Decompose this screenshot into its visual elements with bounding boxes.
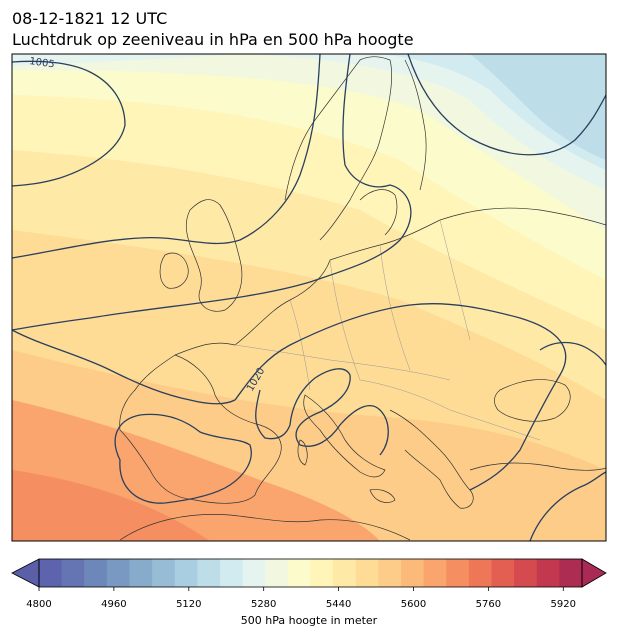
colorbar-extend-high xyxy=(581,558,607,588)
colorbar-tick-label: 5760 xyxy=(476,599,501,610)
colorbar-segment xyxy=(265,559,289,587)
colorbar-segment xyxy=(446,559,470,587)
colorbar-segment xyxy=(39,559,63,587)
colorbar-tick-label: 5440 xyxy=(326,599,351,610)
colorbar-tick-label: 5120 xyxy=(176,599,201,610)
colorbar-tick-label: 5600 xyxy=(401,599,426,610)
colorbar-segment xyxy=(61,559,85,587)
map-datetime: 08-12-1821 12 UTC xyxy=(12,9,168,28)
map-title: Luchtdruk op zeeniveau in hPa en 500 hPa… xyxy=(12,30,414,49)
colorbar-segment xyxy=(423,559,447,587)
colorbar-label: 500 hPa hoogte in meter xyxy=(240,614,378,627)
height-field xyxy=(12,54,606,541)
colorbar-segment xyxy=(355,559,379,587)
colorbar-segment xyxy=(310,559,334,587)
country-borders xyxy=(234,219,541,441)
colorbar-segment xyxy=(152,559,176,587)
colorbar-segment xyxy=(84,559,108,587)
map-frame xyxy=(11,53,607,542)
isobar-label-1005: 1005 xyxy=(29,56,56,70)
colorbar-segment xyxy=(536,559,560,587)
colorbar-segment xyxy=(401,559,425,587)
colorbar xyxy=(11,558,607,588)
colorbar-segment xyxy=(129,559,153,587)
colorbar-segment xyxy=(491,559,515,587)
colorbar-segment xyxy=(242,559,266,587)
coastlines xyxy=(119,56,606,541)
isobars xyxy=(12,54,606,541)
colorbar-tick-label: 5280 xyxy=(251,599,276,610)
colorbar-frame xyxy=(38,558,583,588)
colorbar-tick-label: 5920 xyxy=(551,599,576,610)
colorbar-extend-low xyxy=(11,558,40,588)
colorbar-segment xyxy=(468,559,492,587)
colorbar-segment xyxy=(287,559,311,587)
colorbar-segment xyxy=(220,559,244,587)
colorbar-tick-label: 4800 xyxy=(26,599,51,610)
colorbar-segment xyxy=(197,559,221,587)
colorbar-segment xyxy=(333,559,357,587)
colorbar-segment xyxy=(559,559,583,587)
colorbar-ticks: 4800 4960 5120 5280 5440 5600 5760 5920 xyxy=(26,587,576,610)
colorbar-tick-label: 4960 xyxy=(101,599,126,610)
colorbar-segment xyxy=(378,559,402,587)
colorbar-segment xyxy=(106,559,130,587)
colorbar-segment xyxy=(514,559,538,587)
colorbar-segment xyxy=(174,559,198,587)
